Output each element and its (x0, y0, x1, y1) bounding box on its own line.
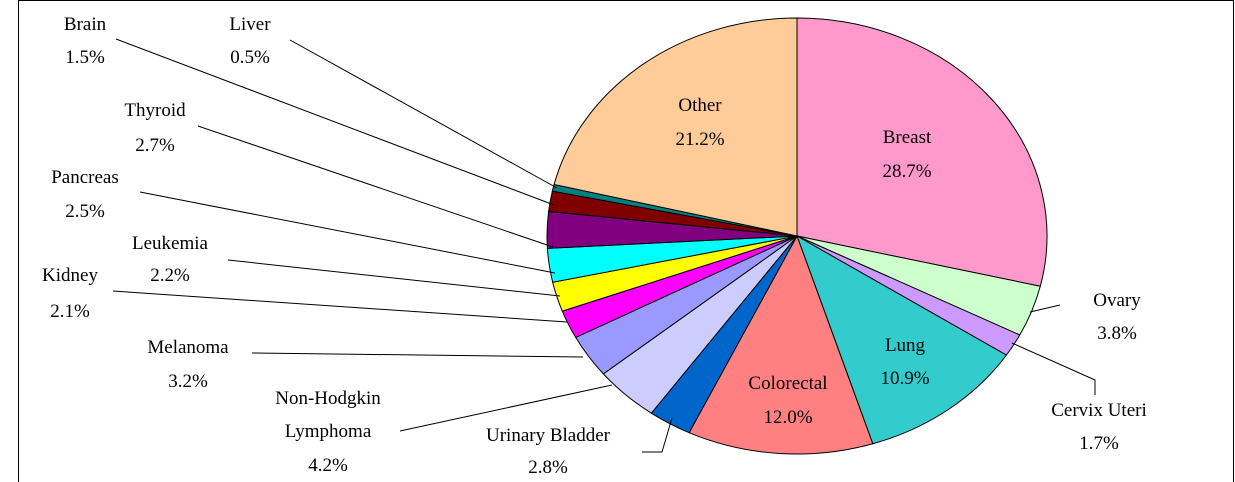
slice-label: Liver (229, 14, 271, 35)
slice-label: Thyroid (124, 100, 186, 121)
slice-value-label: 1.7% (1079, 433, 1119, 454)
slice-value-label: 2.7% (135, 135, 175, 156)
pie-slice (796, 234, 1008, 445)
leader-line (115, 38, 555, 206)
slice-value-label: 3.8% (1097, 323, 1137, 344)
slice-value-label: 4.2% (308, 455, 348, 476)
slice-label: Leukemia (132, 233, 208, 254)
slice-value-label: 2.5% (65, 201, 105, 222)
slice-label: Urinary Bladder (486, 425, 610, 446)
slice-value-label: 2.2% (150, 265, 190, 286)
slice-value-label: 0.5% (230, 47, 270, 68)
slice-value-label: 2.8% (528, 457, 568, 478)
slice-value-label: 3.2% (168, 371, 208, 392)
slice-value-label: 1.5% (65, 47, 105, 68)
leader-line (197, 125, 554, 248)
leader-line (642, 417, 673, 453)
slice-label: Cervix Uteri (1051, 400, 1147, 421)
slice-label: Melanoma (147, 337, 229, 358)
leader-line (139, 191, 556, 274)
slice-value-label: 10.9% (880, 368, 930, 389)
slice-label: Colorectal (748, 373, 828, 394)
pie-slice (796, 17, 1048, 287)
slice-label: Lung (884, 335, 926, 356)
slice-value-label: 21.2% (675, 129, 725, 150)
leader-line (251, 352, 584, 358)
leader-line (1029, 304, 1061, 313)
frame (18, 0, 1234, 482)
slice-label: Non-Hodgkin Lymphoma (275, 388, 381, 442)
slice-value-label: 28.7% (882, 161, 932, 182)
leader-line (227, 259, 561, 297)
slice-label: Breast (882, 127, 932, 148)
leader-line (1011, 342, 1096, 395)
leader-line (112, 290, 568, 323)
leader-line (399, 384, 613, 432)
slice-label: Kidney (42, 265, 98, 286)
leader-line (289, 39, 558, 189)
slice-label: Other (678, 95, 722, 116)
pie-slice (688, 234, 874, 455)
slice-value-label: 12.0% (763, 407, 813, 428)
slice-label: Brain (63, 14, 107, 35)
slice-value-label: 2.1% (50, 301, 90, 322)
pie-slice (553, 17, 798, 237)
slice-label: Ovary (1093, 290, 1141, 311)
slice-label: Pancreas (51, 167, 119, 188)
